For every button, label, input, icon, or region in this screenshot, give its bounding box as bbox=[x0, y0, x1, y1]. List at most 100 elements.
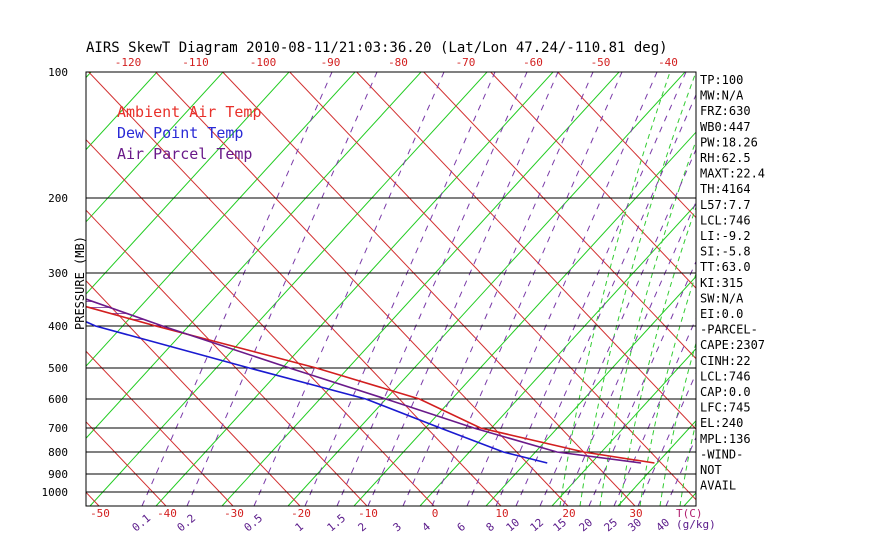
moist-adiabat-line bbox=[619, 205, 696, 506]
mixing-ratio-label: 40 bbox=[654, 516, 673, 534]
index-readout: EL:240 bbox=[700, 416, 743, 430]
index-readout: LI:-9.2 bbox=[700, 229, 751, 243]
bottom-temp-tick-label: -50 bbox=[90, 507, 110, 520]
index-readout: LFC:745 bbox=[700, 401, 751, 415]
legend-entry: Ambient Air Temp bbox=[117, 103, 262, 121]
index-readout: KI:315 bbox=[700, 276, 743, 290]
index-readout: MPL:136 bbox=[700, 432, 751, 446]
moist-adiabat-line bbox=[659, 341, 696, 506]
index-readout: SW:N/A bbox=[700, 291, 744, 305]
bottom-temp-tick-label: -20 bbox=[291, 507, 311, 520]
y-axis-label: PRESSURE (MB) bbox=[73, 236, 87, 330]
profile-ambient-air-temp bbox=[86, 305, 655, 464]
bottom-temp-tick-label: 20 bbox=[562, 507, 575, 520]
mixing-ratio-line bbox=[431, 72, 623, 506]
index-readout: EI:0.0 bbox=[700, 307, 743, 321]
index-readout: -PARCEL- bbox=[700, 323, 758, 337]
chart-title: AIRS SkewT Diagram 2010-08-11/21:03:36.2… bbox=[86, 40, 668, 56]
isotherm-line bbox=[86, 350, 234, 506]
index-readout: AVAIL bbox=[700, 479, 736, 493]
mixing-ratio-line bbox=[336, 72, 528, 506]
isotherm-line bbox=[86, 421, 167, 506]
dry-adiabat-line bbox=[221, 72, 620, 506]
pressure-tick-label: 600 bbox=[48, 393, 68, 406]
isotherm-line bbox=[557, 72, 696, 219]
index-readout: RH:62.5 bbox=[700, 151, 751, 165]
mixing-ratio-label: 20 bbox=[577, 516, 596, 534]
mixing-ratio-label: 2 bbox=[356, 520, 369, 534]
isotherm-line bbox=[423, 72, 696, 360]
mixing-ratio-label: 12 bbox=[528, 516, 547, 534]
legend-entry: Dew Point Temp bbox=[117, 124, 243, 142]
isotherm-line bbox=[289, 72, 696, 501]
mixing-ratio-line bbox=[304, 72, 496, 506]
x-axis-label: T(C) bbox=[676, 507, 703, 520]
mixing-ratio-line bbox=[367, 72, 559, 506]
top-temp-tick-label: -60 bbox=[523, 56, 543, 69]
index-readout: PW:18.26 bbox=[700, 135, 758, 149]
index-readout: L57:7.7 bbox=[700, 198, 751, 212]
mixing-ratio-label: 0.5 bbox=[242, 512, 266, 535]
index-readout: TH:4164 bbox=[700, 182, 751, 196]
top-temp-tick-label: -50 bbox=[591, 56, 611, 69]
isotherm-line bbox=[86, 138, 435, 506]
isotherm-line bbox=[356, 72, 696, 430]
mixing-ratio-label: 0.1 bbox=[130, 512, 154, 535]
index-readout: TT:63.0 bbox=[700, 260, 751, 274]
pressure-tick-label: 100 bbox=[48, 66, 68, 79]
isotherm-line bbox=[222, 72, 636, 506]
mixing-ratio-line bbox=[402, 72, 594, 506]
isotherm-line bbox=[86, 209, 368, 506]
isotherm-line bbox=[88, 72, 502, 506]
top-temp-tick-label: -100 bbox=[250, 56, 277, 69]
pressure-tick-label: 500 bbox=[48, 362, 68, 375]
pressure-tick-label: 400 bbox=[48, 320, 68, 333]
isotherm-line bbox=[490, 72, 696, 289]
dry-adiabat-line bbox=[86, 72, 290, 295]
mixing-ratio-label: 1.5 bbox=[325, 512, 349, 535]
pressure-tick-label: 800 bbox=[48, 446, 68, 459]
index-readout: NOT bbox=[700, 463, 722, 477]
bottom-temp-tick-label: -30 bbox=[224, 507, 244, 520]
pressure-tick-label: 200 bbox=[48, 192, 68, 205]
mixing-ratio-label: 8 bbox=[484, 520, 497, 534]
dry-adiabat-line bbox=[485, 275, 696, 506]
top-temp-tick-label: -40 bbox=[658, 56, 678, 69]
index-readout: CAPE:2307 bbox=[700, 338, 765, 352]
top-temp-tick-label: -70 bbox=[456, 56, 476, 69]
bottom-temp-tick-label: -10 bbox=[358, 507, 378, 520]
index-readout: WB0:447 bbox=[700, 120, 751, 134]
mixing-ratio-label: 0.2 bbox=[175, 512, 199, 535]
mixing-ratio-line bbox=[253, 72, 445, 506]
bottom-temp-tick-label: 10 bbox=[495, 507, 508, 520]
index-readout: FRZ:630 bbox=[700, 104, 751, 118]
index-readout: CAP:0.0 bbox=[700, 385, 751, 399]
moist-adiabat-line bbox=[559, 72, 671, 506]
isotherm-line bbox=[155, 72, 569, 506]
index-readout: -WIND- bbox=[700, 447, 743, 461]
profile-dew-point-temp bbox=[86, 320, 548, 464]
index-readout: LCL:746 bbox=[700, 369, 751, 383]
top-temp-tick-label: -110 bbox=[182, 56, 209, 69]
moist-adiabat-line bbox=[740, 72, 870, 506]
dry-adiabat-line bbox=[86, 72, 224, 223]
bottom-temp-tick-label: 30 bbox=[629, 507, 642, 520]
top-temp-tick-label: -90 bbox=[321, 56, 341, 69]
moist-adiabat-line bbox=[639, 272, 696, 506]
dry-adiabat-line bbox=[750, 36, 870, 506]
legend-entry: Air Parcel Temp bbox=[117, 145, 252, 163]
mixing-ratio-label: 6 bbox=[455, 520, 468, 534]
pressure-tick-label: 300 bbox=[48, 267, 68, 280]
dry-adiabat-line bbox=[86, 72, 158, 151]
top-temp-tick-label: -80 bbox=[388, 56, 408, 69]
pressure-tick-label: 900 bbox=[48, 468, 68, 481]
moist-adiabat-line bbox=[579, 72, 696, 506]
mixing-ratio-label: 25 bbox=[602, 516, 621, 534]
mixing-ratio-label: 4 bbox=[420, 520, 434, 534]
index-readout: MAXT:22.4 bbox=[700, 167, 765, 181]
bottom-temp-tick-label: 0 bbox=[432, 507, 439, 520]
mixing-ratio-label: 1 bbox=[293, 520, 306, 534]
index-readout: CINH:22 bbox=[700, 354, 751, 368]
index-readout: LCL:746 bbox=[700, 213, 751, 227]
